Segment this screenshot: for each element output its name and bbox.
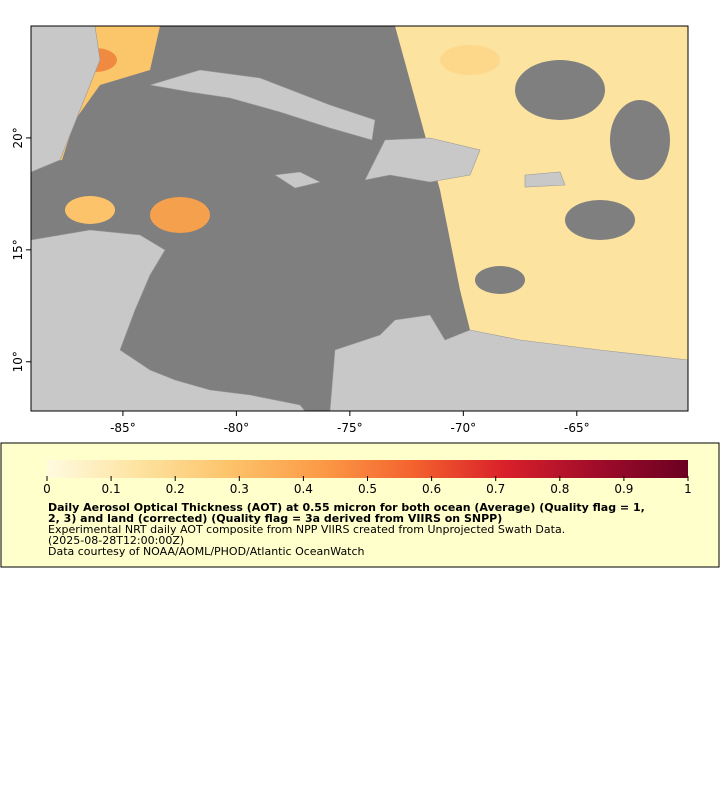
x-tick-label: -70° (451, 421, 477, 435)
x-tick-label: -65° (564, 421, 590, 435)
legend-line: Data courtesy of NOAA/AOML/PHOD/Atlantic… (48, 545, 365, 558)
colorbar-tick-label: 0.2 (166, 482, 185, 496)
legend-line: Experimental NRT daily AOT composite fro… (48, 523, 565, 536)
colorbar-tick-label: 0.1 (102, 482, 121, 496)
colorbar-tick-label: 1 (684, 482, 692, 496)
colorbar (47, 460, 688, 478)
legend-title: Daily Aerosol Optical Thickness (AOT) at… (48, 501, 645, 514)
colorbar-tick-label: 0 (43, 482, 51, 496)
x-tick-label: -75° (337, 421, 363, 435)
colorbar-tick-label: 0.9 (614, 482, 633, 496)
legend-title: 2, 3) and land (corrected) (Quality flag… (48, 512, 502, 525)
map-frame (30, 25, 689, 412)
x-tick-label: -80° (224, 421, 250, 435)
legend-line: (2025-08-28T12:00:00Z) (48, 534, 184, 547)
colorbar-tick-label: 0.7 (486, 482, 505, 496)
colorbar-tick-label: 0.6 (422, 482, 441, 496)
colorbar-tick-label: 0.8 (550, 482, 569, 496)
y-tick-label: 15° (11, 239, 25, 260)
y-tick-label: 20° (11, 127, 25, 148)
colorbar-tick-label: 0.5 (358, 482, 377, 496)
x-tick-label: -85° (110, 421, 136, 435)
colorbar-tick-label: 0.4 (294, 482, 313, 496)
land (30, 25, 689, 412)
y-tick-label: 10° (11, 351, 25, 372)
colorbar-tick-label: 0.3 (230, 482, 249, 496)
